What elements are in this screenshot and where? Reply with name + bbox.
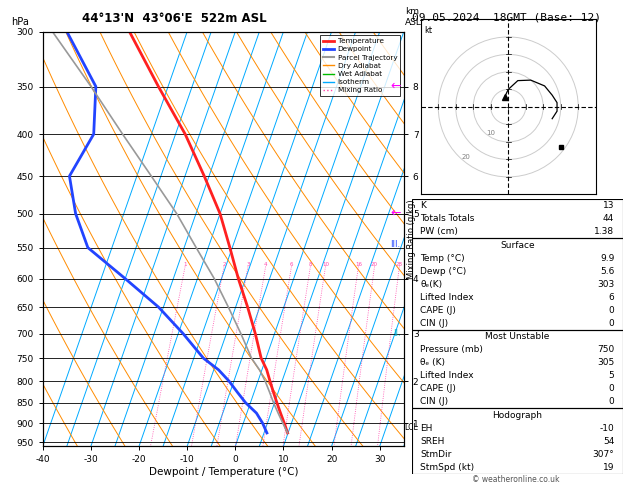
Text: Pressure (mb): Pressure (mb) [420, 345, 483, 354]
Text: CIN (J): CIN (J) [420, 398, 448, 406]
Text: hPa: hPa [11, 17, 29, 27]
Text: kt: kt [424, 26, 432, 35]
Text: ←: ← [390, 207, 401, 220]
X-axis label: Dewpoint / Temperature (°C): Dewpoint / Temperature (°C) [148, 467, 298, 477]
Text: 44: 44 [603, 214, 615, 224]
Text: Surface: Surface [500, 241, 535, 249]
Text: EH: EH [420, 424, 433, 433]
Text: II.: II. [393, 329, 401, 338]
Text: 54: 54 [603, 436, 615, 446]
Text: StmDir: StmDir [420, 450, 452, 459]
Bar [412, 199, 623, 239]
Text: 8: 8 [309, 261, 312, 266]
Text: Most Unstable: Most Unstable [485, 332, 550, 341]
Text: Lifted Index: Lifted Index [420, 371, 474, 380]
Text: CIN (J): CIN (J) [420, 319, 448, 328]
Text: SREH: SREH [420, 436, 445, 446]
Text: Hodograph: Hodograph [493, 411, 542, 419]
Text: K: K [420, 201, 426, 210]
Text: θₑ (K): θₑ (K) [420, 358, 445, 367]
Text: LCL: LCL [404, 423, 418, 432]
Text: PW (cm): PW (cm) [420, 227, 459, 237]
Bar [412, 239, 623, 330]
Text: 10: 10 [322, 261, 329, 266]
Text: 1: 1 [183, 261, 187, 266]
Text: 6: 6 [290, 261, 293, 266]
Text: θₑ(K): θₑ(K) [420, 280, 443, 289]
Bar [412, 330, 623, 408]
Text: 0: 0 [608, 398, 615, 406]
Text: CAPE (J): CAPE (J) [420, 384, 456, 393]
Text: 9.9: 9.9 [600, 254, 615, 262]
Text: Mixing Ratio (g/kg): Mixing Ratio (g/kg) [407, 199, 416, 278]
Text: Lifted Index: Lifted Index [420, 293, 474, 302]
Text: StmSpd (kt): StmSpd (kt) [420, 463, 474, 472]
Legend: Temperature, Dewpoint, Parcel Trajectory, Dry Adiabat, Wet Adiabat, Isotherm, Mi: Temperature, Dewpoint, Parcel Trajectory… [320, 35, 400, 96]
Text: 750: 750 [597, 345, 615, 354]
Text: Temp (°C): Temp (°C) [420, 254, 465, 262]
Text: 0: 0 [608, 306, 615, 315]
Text: 4: 4 [264, 261, 267, 266]
Text: 5: 5 [608, 371, 615, 380]
Text: ←: ← [390, 80, 401, 93]
Text: 0: 0 [608, 384, 615, 393]
Text: Totals Totals: Totals Totals [420, 214, 475, 224]
Text: 0: 0 [608, 319, 615, 328]
Text: © weatheronline.co.uk: © weatheronline.co.uk [472, 474, 560, 484]
Text: Dewp (°C): Dewp (°C) [420, 267, 467, 276]
Text: km
ASL: km ASL [405, 7, 422, 27]
Text: 1.38: 1.38 [594, 227, 615, 237]
Bar [412, 408, 623, 474]
Text: III.: III. [391, 240, 401, 249]
Text: 6: 6 [608, 293, 615, 302]
Text: 5.6: 5.6 [600, 267, 615, 276]
Text: -10: -10 [599, 424, 615, 433]
Text: 16: 16 [355, 261, 362, 266]
Text: 3: 3 [246, 261, 250, 266]
Text: 303: 303 [597, 280, 615, 289]
Text: 44°13'N  43°06'E  522m ASL: 44°13'N 43°06'E 522m ASL [82, 12, 267, 25]
Text: 28: 28 [396, 261, 403, 266]
Text: 20: 20 [462, 155, 470, 160]
Text: 305: 305 [597, 358, 615, 367]
Text: 19: 19 [603, 463, 615, 472]
Text: 2: 2 [222, 261, 226, 266]
Text: CAPE (J): CAPE (J) [420, 306, 456, 315]
Text: 09.05.2024  18GMT (Base: 12): 09.05.2024 18GMT (Base: 12) [412, 12, 601, 22]
Text: 20: 20 [371, 261, 378, 266]
Text: 307°: 307° [593, 450, 615, 459]
Text: 13: 13 [603, 201, 615, 210]
Text: 10: 10 [486, 130, 495, 136]
